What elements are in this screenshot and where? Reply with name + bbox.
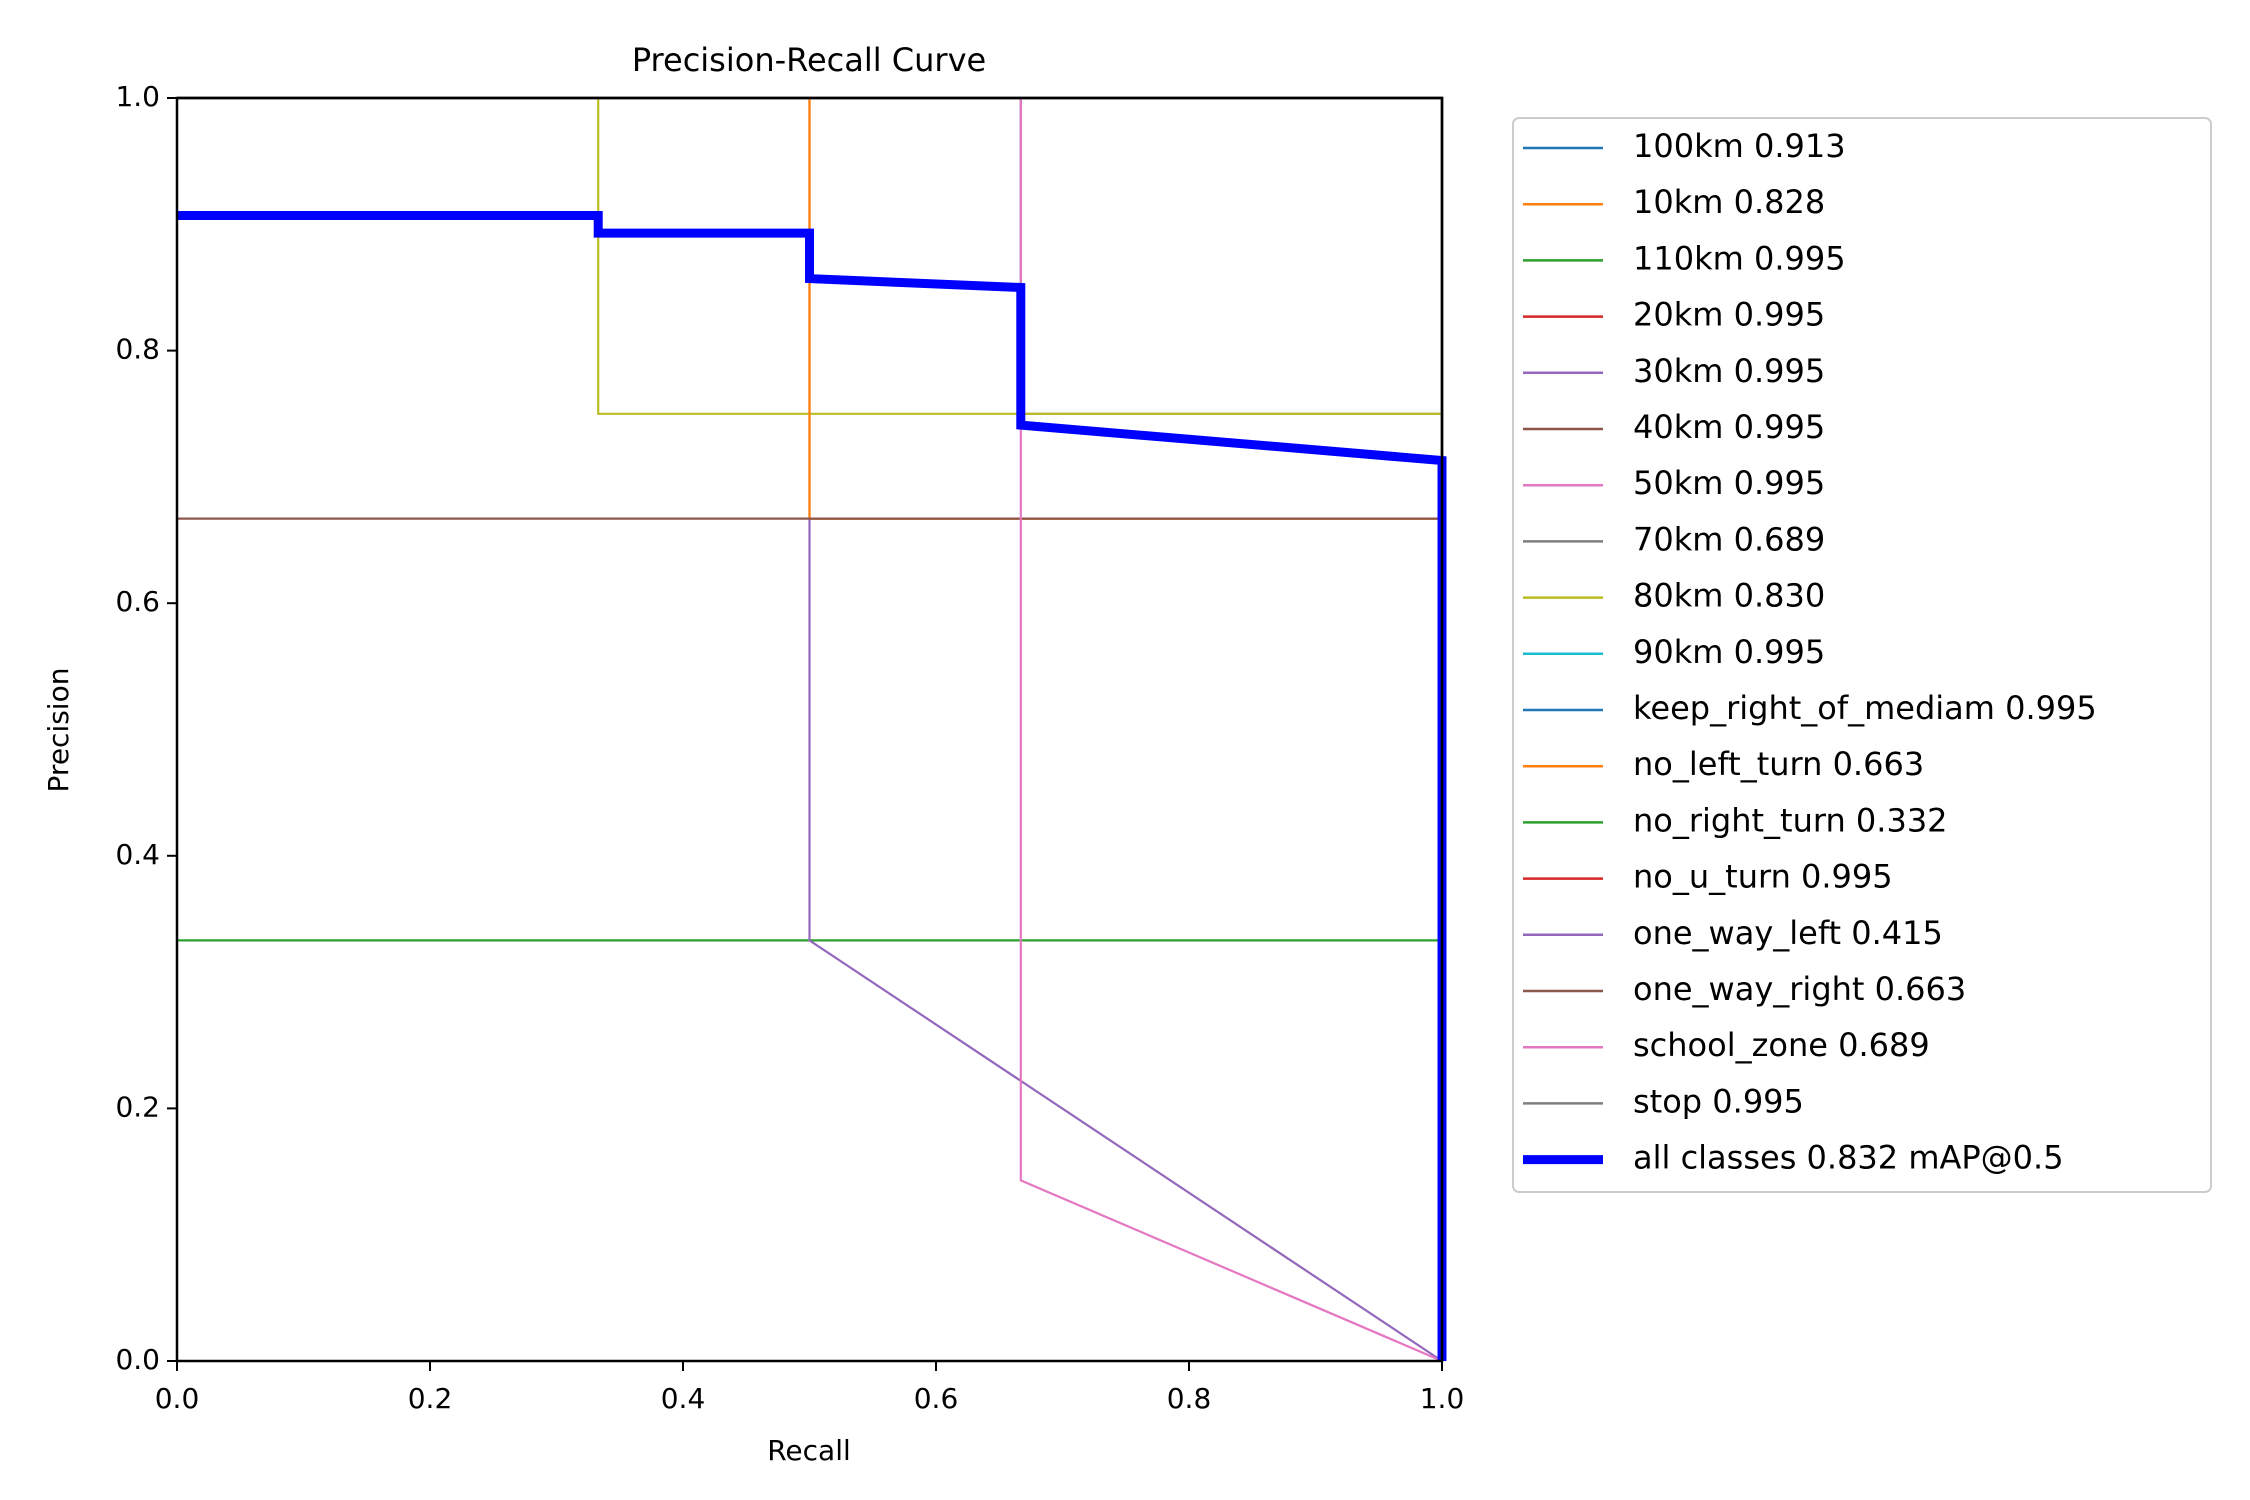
legend-entry: 110km 0.995 bbox=[1523, 239, 1846, 277]
legend-label: stop 0.995 bbox=[1633, 1082, 1804, 1120]
legend-label: 50km 0.995 bbox=[1633, 464, 1825, 502]
y-tick-label: 0.8 bbox=[115, 333, 160, 366]
series-line-school-zone-0-689 bbox=[1019, 98, 1443, 1363]
legend-entry: keep_right_of_mediam 0.995 bbox=[1523, 689, 2097, 727]
legend-label: 20km 0.995 bbox=[1633, 296, 1825, 334]
legend-entry: 30km 0.995 bbox=[1523, 352, 1825, 390]
x-tick-label: 0.8 bbox=[1167, 1382, 1212, 1415]
legend: 100km 0.913 10km 0.828 110km 0.995 20km 0.9… bbox=[1512, 117, 2212, 1193]
legend-entry: 40km 0.995 bbox=[1523, 408, 1825, 446]
legend-entry: 10km 0.828 bbox=[1523, 183, 1825, 221]
legend-label: 90km 0.995 bbox=[1633, 633, 1825, 671]
legend-frame bbox=[1512, 117, 2212, 1193]
legend-label: 30km 0.995 bbox=[1633, 352, 1825, 390]
legend-entry: stop 0.995 bbox=[1523, 1082, 1804, 1120]
legend-label: 70km 0.689 bbox=[1633, 520, 1825, 558]
y-tick-label: 0.0 bbox=[115, 1343, 160, 1376]
y-axis-label: Precision bbox=[42, 668, 75, 793]
legend-entry: one_way_left 0.415 bbox=[1523, 914, 1943, 952]
x-tick-label: 0.4 bbox=[661, 1382, 706, 1415]
legend-entry: 70km 0.689 bbox=[1523, 520, 1825, 558]
x-axis-label: Recall bbox=[767, 1434, 851, 1467]
legend-entry: 80km 0.830 bbox=[1523, 577, 1825, 615]
legend-entry: 20km 0.995 bbox=[1523, 296, 1825, 334]
legend-entry: one_way_right 0.663 bbox=[1523, 970, 1966, 1008]
legend-entry: 100km 0.913 bbox=[1523, 127, 1846, 165]
legend-label: 10km 0.828 bbox=[1633, 183, 1825, 221]
chart-title: Precision-Recall Curve bbox=[632, 41, 986, 79]
legend-label: 110km 0.995 bbox=[1633, 239, 1846, 277]
y-tick-label: 0.4 bbox=[115, 838, 160, 871]
y-tick-label: 1.0 bbox=[115, 80, 160, 113]
legend-label: keep_right_of_mediam 0.995 bbox=[1633, 689, 2097, 727]
legend-entry: 50km 0.995 bbox=[1523, 464, 1825, 502]
y-axis-ticks: 0.0 0.2 0.4 0.6 0.8 1.0 bbox=[115, 80, 177, 1376]
legend-label: one_way_left 0.415 bbox=[1633, 914, 1943, 952]
legend-entry: school_zone 0.689 bbox=[1523, 1026, 1930, 1064]
legend-label: 40km 0.995 bbox=[1633, 408, 1825, 446]
legend-label: no_right_turn 0.332 bbox=[1633, 801, 1948, 839]
legend-entry: 90km 0.995 bbox=[1523, 633, 1825, 671]
y-tick-label: 0.6 bbox=[115, 585, 160, 618]
x-axis-ticks: 0.0 0.2 0.4 0.6 0.8 1.0 bbox=[155, 1361, 1465, 1415]
legend-entry: all classes 0.832 mAP@0.5 bbox=[1523, 1139, 2064, 1177]
y-tick-label: 0.2 bbox=[115, 1090, 160, 1123]
series-line-one-way-left-0-415 bbox=[808, 518, 1443, 1362]
legend-label: one_way_right 0.663 bbox=[1633, 970, 1966, 1008]
x-tick-label: 0.0 bbox=[155, 1382, 200, 1415]
legend-entry: no_u_turn 0.995 bbox=[1523, 858, 1893, 896]
legend-label: no_left_turn 0.663 bbox=[1633, 745, 1924, 783]
legend-entry: no_right_turn 0.332 bbox=[1523, 801, 1948, 839]
legend-label: school_zone 0.689 bbox=[1633, 1026, 1930, 1064]
legend-label: 100km 0.913 bbox=[1633, 127, 1846, 165]
legend-label: all classes 0.832 mAP@0.5 bbox=[1633, 1139, 2064, 1177]
x-tick-label: 0.6 bbox=[914, 1382, 959, 1415]
plot-frame bbox=[175, 96, 1444, 1363]
series-line-all-classes-0-832-map-0-5 bbox=[177, 211, 1447, 1361]
legend-label: no_u_turn 0.995 bbox=[1633, 858, 1893, 896]
x-tick-label: 0.2 bbox=[408, 1382, 453, 1415]
legend-entry: no_left_turn 0.663 bbox=[1523, 745, 1924, 783]
legend-label: 80km 0.830 bbox=[1633, 577, 1825, 615]
x-tick-label: 1.0 bbox=[1420, 1382, 1465, 1415]
